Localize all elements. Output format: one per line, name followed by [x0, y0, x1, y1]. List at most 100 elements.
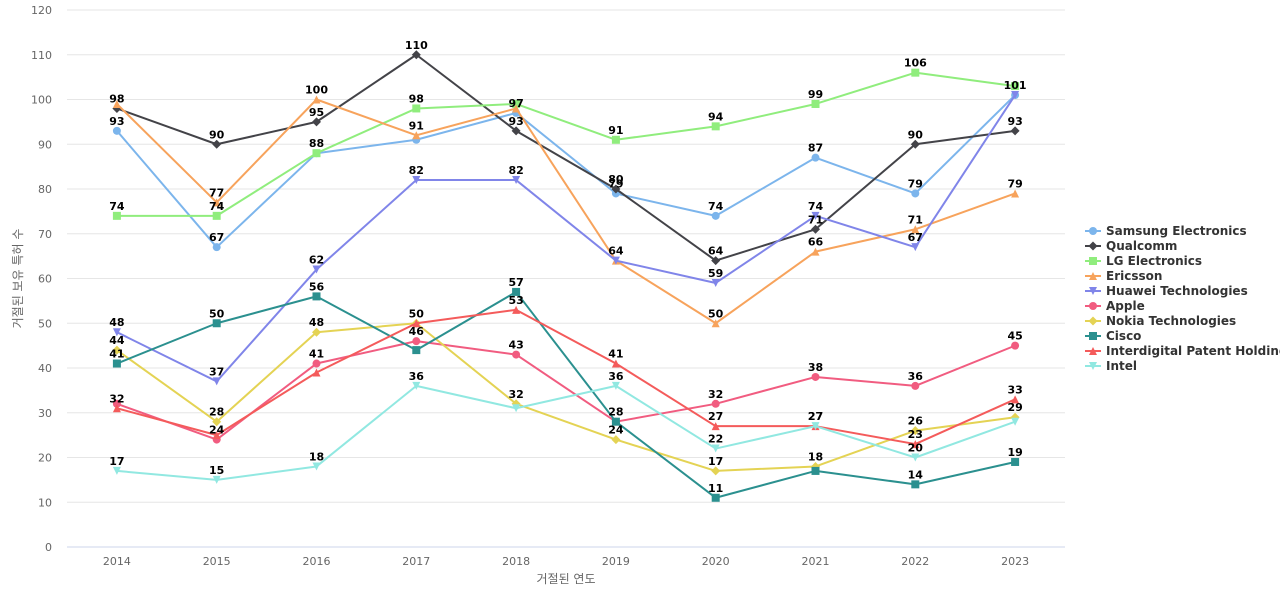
series: [112, 50, 1020, 502]
legend-item[interactable]: Ericsson: [1085, 269, 1162, 283]
data-point: [412, 131, 421, 140]
legend-label: Cisco: [1106, 329, 1141, 343]
data-label: 36: [908, 370, 924, 383]
data-point: [811, 224, 820, 234]
y-axis-title: 거절된 보유 특허 수: [11, 229, 25, 329]
legend-item[interactable]: Intel: [1085, 359, 1137, 373]
data-point: [1011, 82, 1020, 91]
legend-item[interactable]: Nokia Technologies: [1085, 314, 1236, 328]
legend-marker: [1088, 316, 1098, 326]
data-point: [611, 256, 620, 265]
data-point: [212, 377, 221, 386]
data-point: [412, 381, 421, 390]
data-label: 110: [405, 39, 428, 52]
data-point: [312, 117, 321, 127]
data-label: 15: [209, 464, 224, 477]
legend-item[interactable]: Qualcomm: [1085, 239, 1177, 253]
series-3: [112, 95, 1020, 328]
data-label: 66: [808, 236, 824, 249]
data-point: [911, 480, 920, 489]
data-label: 99: [808, 88, 823, 101]
y-tick-label: 0: [45, 541, 52, 554]
data-point: [512, 176, 521, 185]
legend-item[interactable]: LG Electronics: [1085, 254, 1202, 268]
data-label: 106: [904, 57, 927, 70]
data-point: [312, 149, 321, 158]
data-point: [711, 256, 721, 266]
data-label: 33: [1007, 383, 1022, 396]
legend-item[interactable]: Cisco: [1085, 329, 1141, 343]
data-label: 46: [409, 325, 425, 338]
x-axis-ticks: 2014 2015 2016 2017 2018 2019 2020 2021 2022 2023: [103, 555, 1029, 568]
data-label: 98: [409, 92, 424, 105]
data-label: 64: [708, 245, 724, 258]
legend-label: LG Electronics: [1106, 254, 1202, 268]
data-point: [412, 104, 421, 113]
y-tick-label: 100: [31, 94, 52, 107]
data-point: [312, 95, 321, 104]
legend-marker: [1089, 272, 1097, 280]
legend-item[interactable]: Samsung Electronics: [1085, 224, 1247, 238]
data-point: [611, 135, 620, 144]
data-point: [312, 462, 321, 471]
legend-marker: [1089, 257, 1097, 265]
data-point: [511, 126, 521, 136]
legend-item[interactable]: Apple: [1085, 299, 1145, 313]
data-label: 95: [309, 106, 324, 119]
x-tick-label: 2020: [702, 555, 730, 568]
data-label: 67: [908, 231, 923, 244]
data-label: 29: [1007, 401, 1022, 414]
data-label: 28: [608, 406, 623, 419]
data-point: [711, 211, 720, 220]
data-label: 71: [908, 213, 923, 226]
data-point: [212, 198, 221, 207]
data-point: [911, 243, 920, 252]
data-point: [112, 404, 121, 413]
data-point: [512, 99, 521, 108]
data-label: 90: [908, 128, 924, 141]
legend-label: Samsung Electronics: [1106, 224, 1247, 238]
legend-item[interactable]: Huawei Technologies: [1085, 284, 1248, 298]
data-point: [611, 184, 621, 194]
y-tick-label: 110: [31, 49, 52, 62]
data-point: [811, 99, 820, 108]
data-point: [212, 211, 221, 220]
data-point: [512, 404, 521, 413]
data-label: 91: [409, 119, 424, 132]
series-line: [116, 322, 1016, 472]
data-label: 59: [708, 267, 723, 280]
data-label: 74: [708, 200, 724, 213]
data-point: [312, 368, 321, 377]
data-point: [811, 422, 820, 431]
data-label: 93: [109, 115, 124, 128]
data-label: 37: [209, 365, 224, 378]
data-point: [212, 319, 221, 328]
data-label: 27: [708, 410, 723, 423]
legend-label: Huawei Technologies: [1106, 284, 1248, 298]
data-point: [512, 104, 521, 113]
data-label: 82: [409, 164, 424, 177]
data-label: 45: [1007, 330, 1022, 343]
legend-item[interactable]: Interdigital Patent Holdings: [1085, 344, 1280, 358]
data-label: 32: [109, 392, 124, 405]
x-tick-label: 2015: [203, 555, 231, 568]
data-point: [212, 431, 221, 440]
series-line: [116, 340, 1016, 441]
data-label: 44: [109, 334, 125, 347]
data-label: 74: [808, 200, 824, 213]
data-point: [711, 122, 720, 131]
data-label: 64: [608, 245, 624, 258]
series-7: [112, 287, 1020, 502]
data-label: 24: [209, 424, 225, 437]
legend-marker: [1089, 287, 1097, 295]
data-point: [1011, 395, 1020, 404]
data-label: 50: [409, 307, 425, 320]
series-line: [116, 94, 1016, 249]
y-tick-label: 30: [38, 407, 52, 420]
data-label: 17: [109, 455, 124, 468]
data-point: [412, 346, 421, 355]
data-point: [911, 189, 920, 198]
